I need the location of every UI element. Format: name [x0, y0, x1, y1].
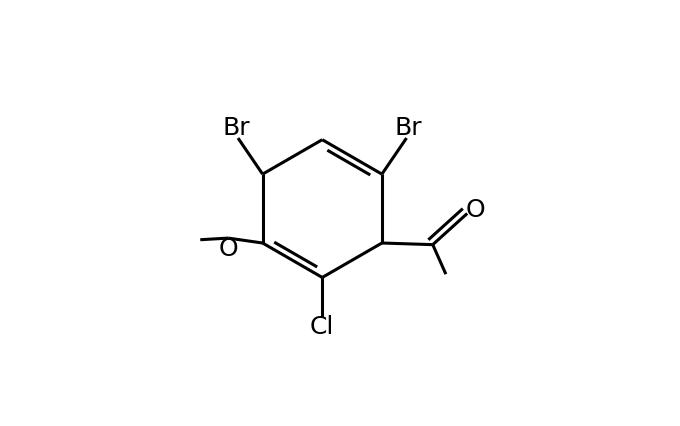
- Text: O: O: [466, 198, 486, 222]
- Text: O: O: [218, 236, 238, 261]
- Text: Br: Br: [222, 115, 250, 140]
- Text: Br: Br: [394, 115, 422, 140]
- Text: Cl: Cl: [310, 315, 335, 340]
